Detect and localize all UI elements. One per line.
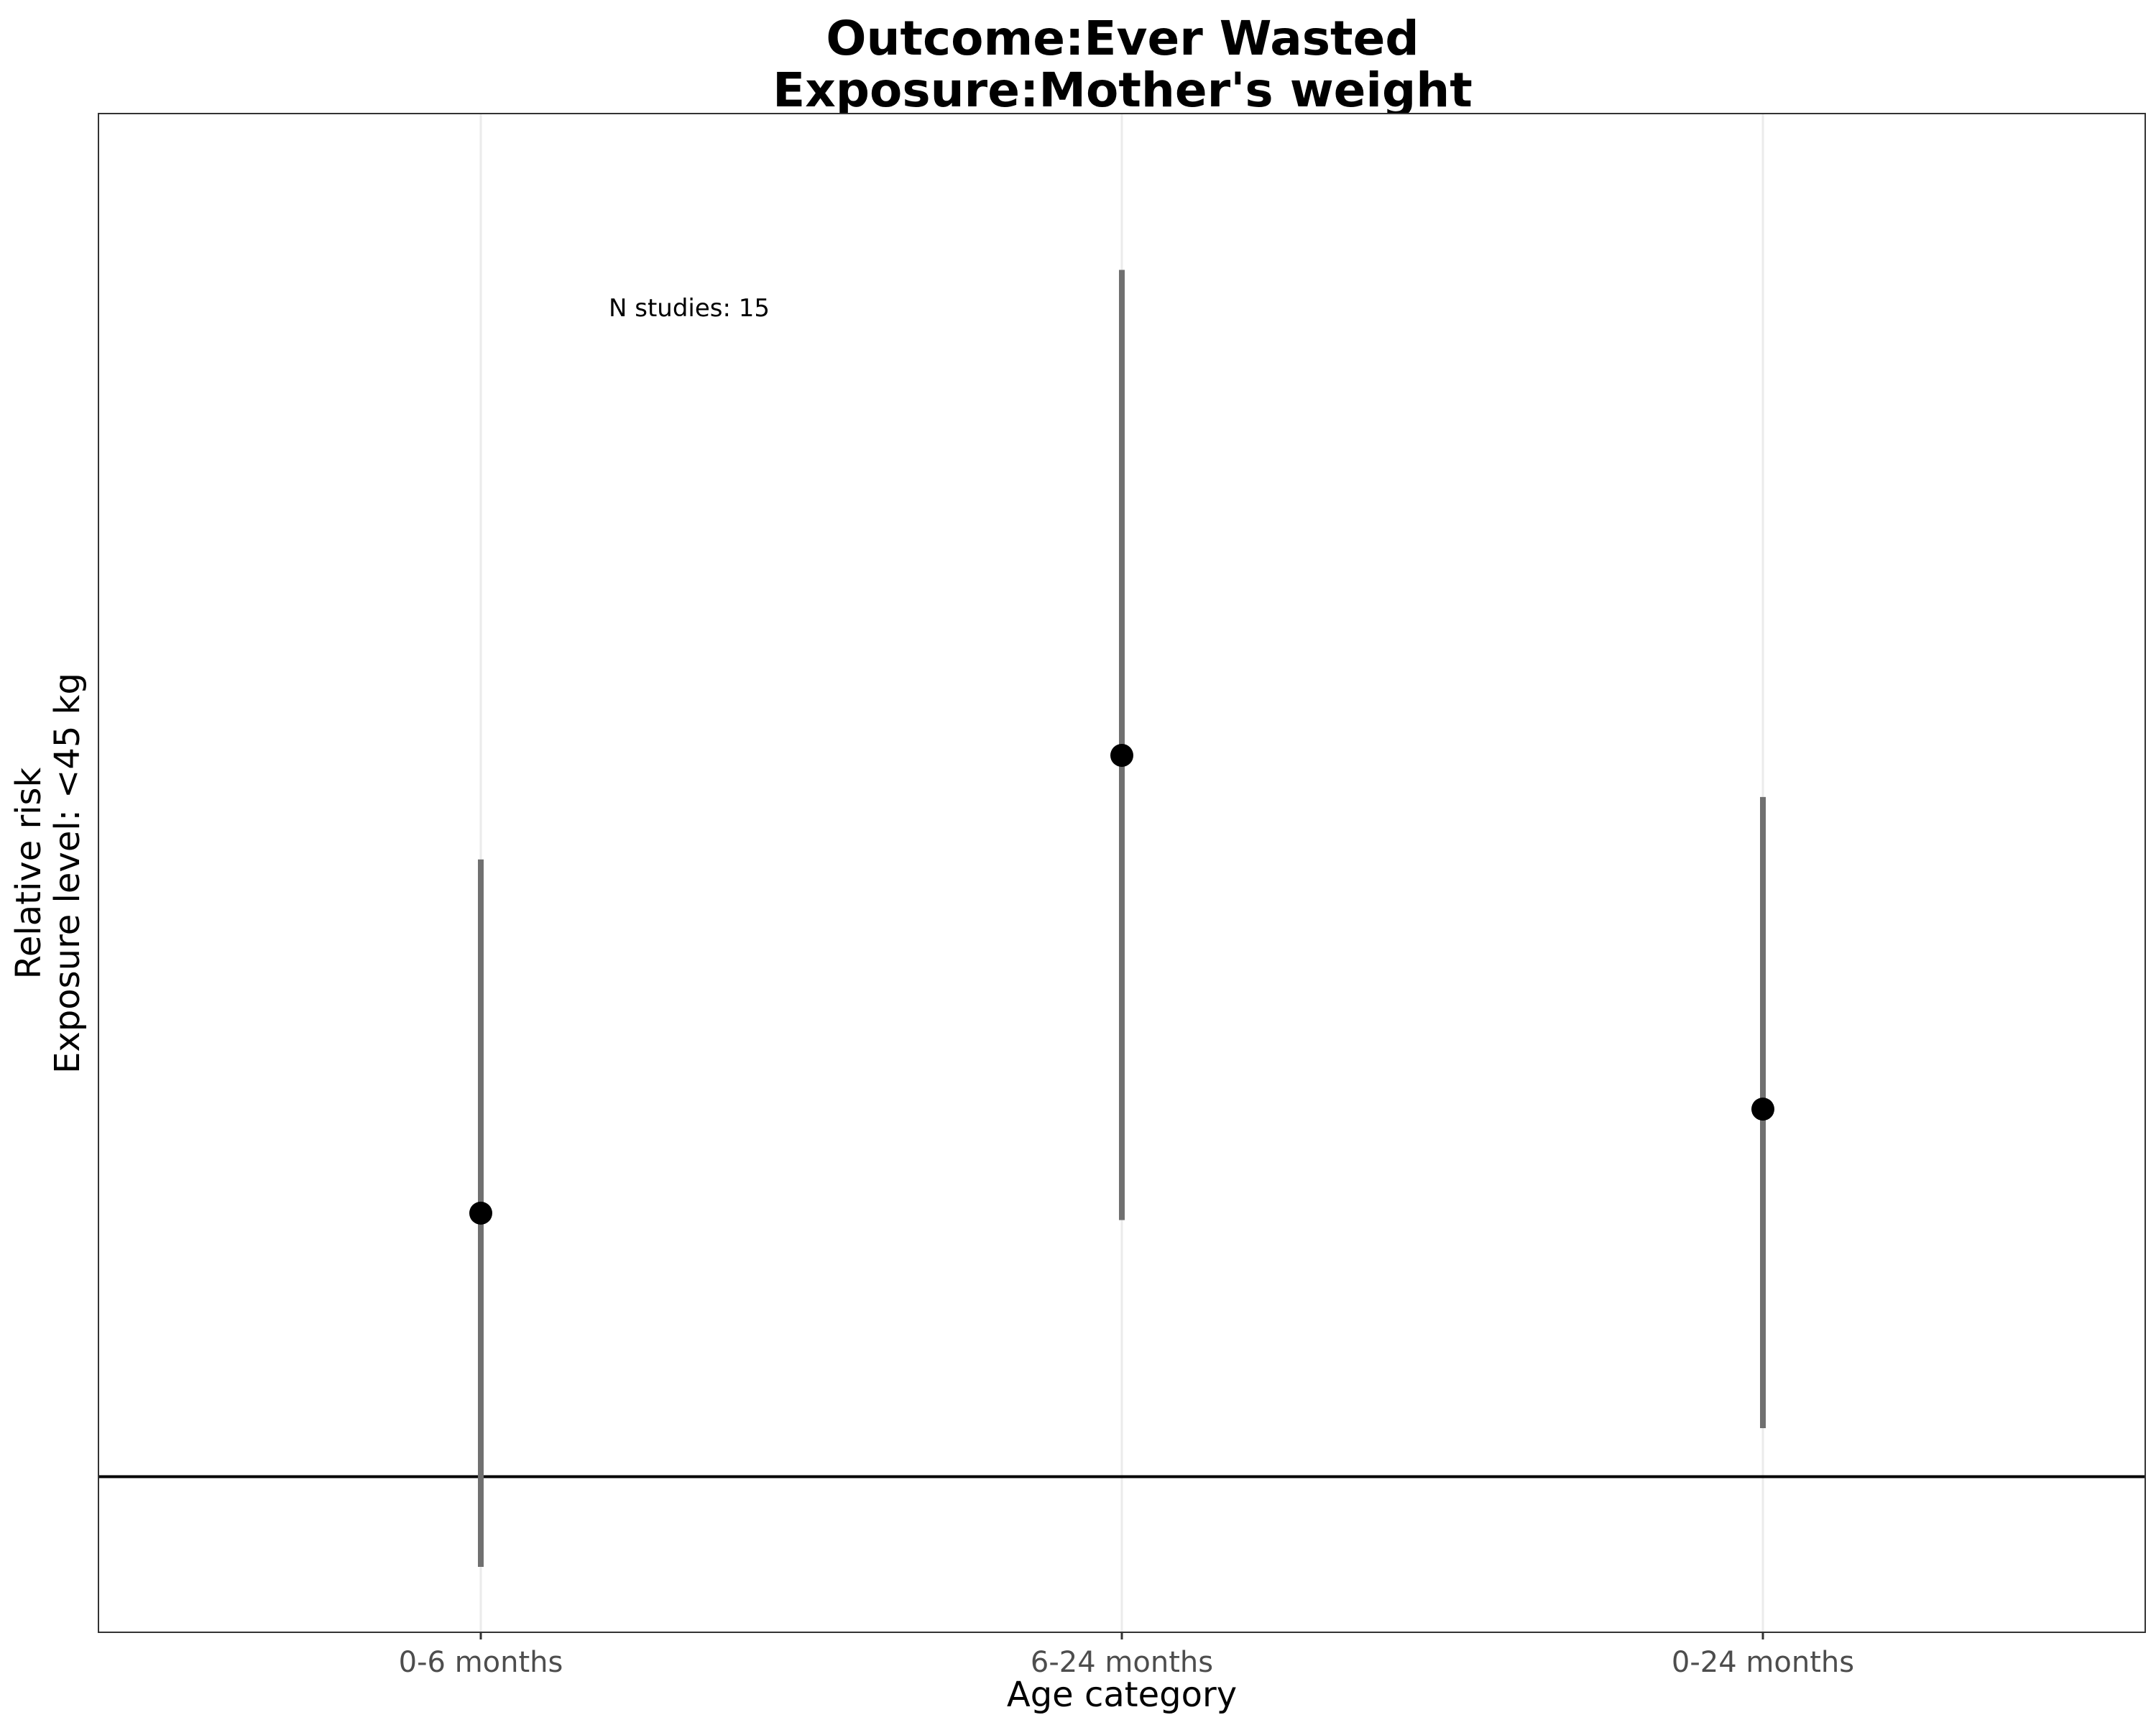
x-tick-label: 0-6 months — [399, 1646, 563, 1679]
chart-subtitle: Exposure:Mother's weight — [773, 63, 1473, 118]
x-tick-label: 6-24 months — [1031, 1646, 1213, 1679]
point-estimate — [1751, 1098, 1774, 1121]
plot-area — [98, 113, 2146, 1633]
point-estimate — [469, 1201, 492, 1225]
n-studies-annotation: N studies: 15 — [609, 294, 770, 323]
x-tick-label: 0-24 months — [1672, 1646, 1854, 1679]
y-axis-title: Relative risk — [9, 767, 49, 979]
chart-title: Outcome:Ever Wasted — [826, 11, 1419, 66]
data-marks — [469, 270, 1774, 1567]
x-axis-ticks: 0-6 months 6-24 months 0-24 months — [399, 1632, 1854, 1679]
y-axis-subtitle: Exposure level: <45 kg — [47, 673, 88, 1074]
x-axis-title: Age category — [1007, 1675, 1237, 1715]
point-estimate — [1110, 743, 1133, 767]
